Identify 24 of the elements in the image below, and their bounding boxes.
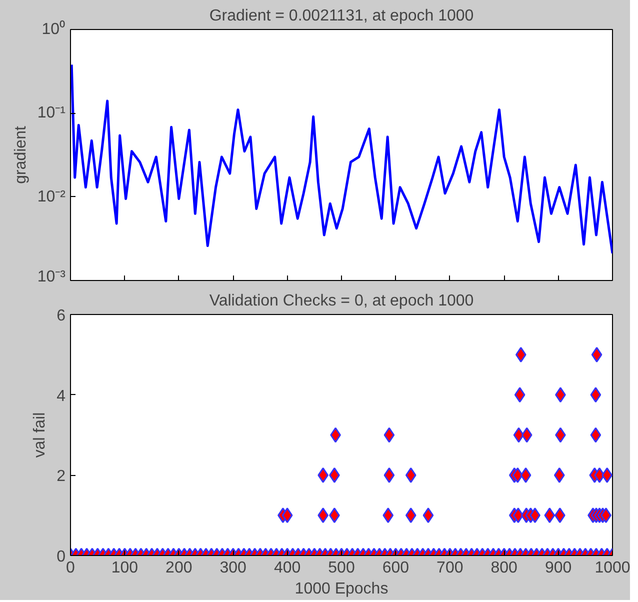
y-tick-label: 0 xyxy=(56,548,66,566)
x-tick-label: 600 xyxy=(382,560,410,576)
y-tick-label: 10⁻³ xyxy=(37,268,66,286)
x-axis-title: 1000 Epochs xyxy=(294,580,388,598)
x-tick-label: 800 xyxy=(490,560,518,576)
chart-title: Validation Checks = 0, at epoch 1000 xyxy=(209,292,474,310)
y-tick-label: 10⁻¹ xyxy=(37,104,66,122)
x-tick-label: 900 xyxy=(544,560,572,576)
y-tick-label: 6 xyxy=(56,308,66,324)
x-tick-label: 200 xyxy=(166,560,192,576)
x-tick-label: 1000 xyxy=(594,560,630,576)
y-tick-label: 2 xyxy=(56,468,66,486)
y-axis-title: gradient xyxy=(12,126,30,184)
y-tick-label: 10⁻² xyxy=(37,188,66,206)
y-axis-title: val fail xyxy=(32,412,49,458)
y-tick-label: 10⁰ xyxy=(42,20,66,38)
line-series xyxy=(70,63,612,255)
x-tick-label: 700 xyxy=(436,560,464,576)
y-tick-label: 4 xyxy=(56,388,66,405)
chart-title: Gradient = 0.0021131, at epoch 1000 xyxy=(209,8,474,24)
x-tick-label: 500 xyxy=(328,560,355,576)
x-tick-label: 400 xyxy=(274,560,301,576)
x-tick-label: 100 xyxy=(111,560,138,576)
x-tick-label: 300 xyxy=(220,560,247,576)
